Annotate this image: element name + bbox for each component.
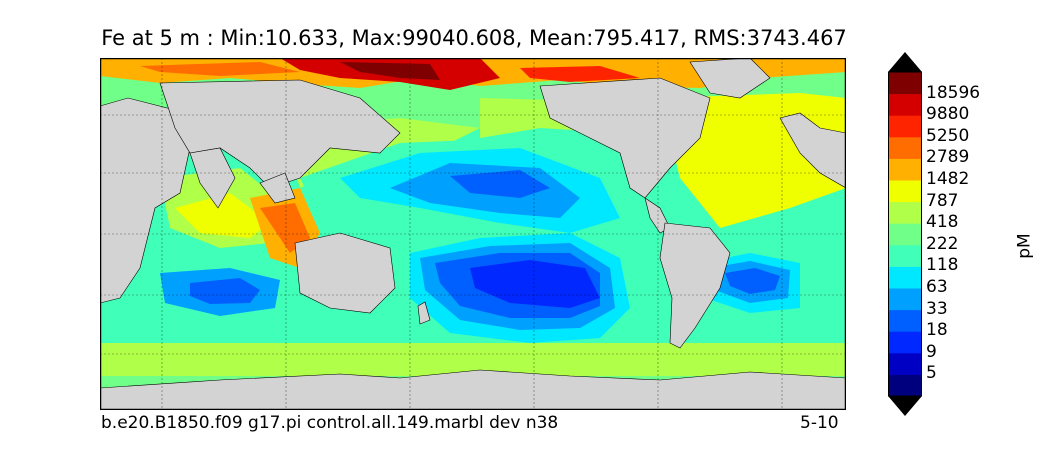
- colorbar-tick-label: 63: [926, 277, 948, 297]
- colorbar-segment: [888, 180, 922, 203]
- map-frame: [100, 58, 846, 410]
- colorbar-tick-label: 18596: [926, 82, 981, 103]
- colorbar-segment: [888, 201, 922, 224]
- colorbar-tick-label: 9880: [926, 104, 970, 125]
- colorbar-extend-min: [888, 396, 922, 416]
- colorbar-segment: [888, 374, 922, 397]
- depth-range-label: 5-10: [800, 413, 839, 433]
- colorbar-tick-label: 5: [926, 363, 937, 384]
- map-title: Fe at 5 m : Min:10.633, Max:99040.608, M…: [101, 26, 847, 50]
- colorbar-tick-label: 222: [926, 233, 959, 254]
- ocean-map: [100, 58, 846, 410]
- colorbar-frame: [888, 71, 922, 397]
- colorbar-segment: [888, 244, 922, 267]
- colorbar-label: pM: [1014, 233, 1035, 259]
- colorbar-segment: [888, 158, 922, 181]
- colorbar-segment: [888, 115, 922, 138]
- colorbar: [888, 52, 922, 416]
- colorbar-segment: [888, 309, 922, 332]
- colorbar-segment: [888, 93, 922, 116]
- colorbar-tick-label: 1482: [926, 169, 970, 189]
- colorbar-tick-label: 9: [926, 341, 937, 362]
- colorbar-segment: [888, 331, 922, 354]
- colorbar-segment: [888, 223, 922, 246]
- colorbar-tick-label: 33: [926, 298, 948, 319]
- colorbar-tick-label: 418: [926, 212, 959, 233]
- colorbar-segment: [888, 352, 922, 375]
- colorbar-extend-max: [888, 52, 922, 72]
- colorbar-segment: [888, 72, 922, 95]
- colorbar-tick-label: 5250: [926, 125, 970, 146]
- colorbar-tick-label: 118: [926, 255, 959, 276]
- land-masses: [100, 58, 846, 410]
- colorbar-segment: [888, 136, 922, 159]
- colorbar-tick-label: 2789: [926, 147, 970, 168]
- graticule: [100, 58, 846, 410]
- colorbar-tick-label: 787: [926, 190, 959, 211]
- colorbar-segment: [888, 288, 922, 311]
- colorbar-tick-label: 18: [926, 320, 948, 341]
- run-id-label: b.e20.B1850.f09 g17.pi control.all.149.m…: [101, 413, 559, 433]
- colorbar-segment: [888, 266, 922, 289]
